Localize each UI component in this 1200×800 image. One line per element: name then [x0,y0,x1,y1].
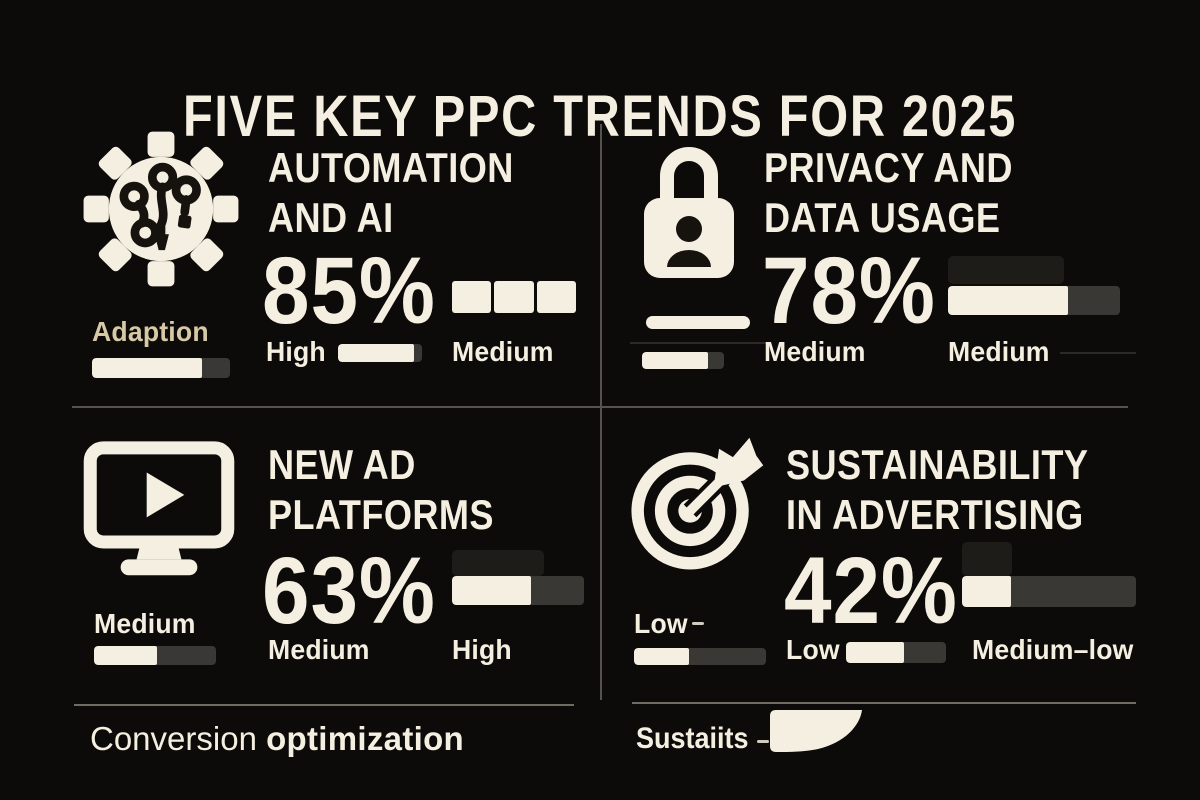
trend-card-sustainability: Low SUSTAINABILITY IN ADVERTISING 42% Lo… [600,408,1140,698]
rating-segment-bar [452,281,576,313]
bar-fill [846,642,904,663]
impact-label: Medium [764,336,866,367]
bar-fill [94,646,158,665]
trend-card-automation: Adaption AUTOMATION AND AI 85% High Medi… [60,120,600,408]
page-title: FIVE KEY PPC TRENDS FOR 2025 [182,83,1018,149]
bar-fill [92,358,203,378]
footer-word: Conversion [90,720,257,757]
bar-fill [634,648,690,665]
progress-bar [452,576,584,605]
ghost-bar [948,256,1064,284]
trend-title: AUTOMATION AND AI [268,144,514,242]
dash-artifact [692,622,704,625]
bar-fill [338,344,414,362]
progress-bar [338,344,422,362]
impact-label: High [266,336,326,367]
artifact-line [630,342,766,344]
secondary-label: Medium–low [972,634,1134,665]
impact-label: Low [786,634,840,665]
footer-divider-left [74,704,574,706]
progress-bar [94,646,216,665]
ghost-bar [452,550,544,576]
ghost-bar [962,542,1012,576]
footer-note-right: Sustaiits [636,722,749,755]
dash-artifact [757,740,769,743]
vertical-divider [600,124,602,700]
side-label: Adaption [92,316,209,347]
gear-circuit-icon [82,130,240,288]
side-label: Low [634,608,688,639]
progress-bar [634,648,766,665]
adoption-percent: 85% [262,238,436,344]
impact-label: Medium [268,634,370,665]
adoption-percent: 42% [784,538,958,644]
progress-bar [948,286,1120,315]
secondary-label: Medium [452,336,554,367]
video-monitor-icon [83,440,235,586]
progress-bar [846,642,946,663]
progress-bar [962,576,1136,607]
progress-bar [92,358,230,378]
bar-fill [962,576,1011,607]
trend-title: PRIVACY AND DATA USAGE [764,144,1013,242]
adoption-percent: 63% [262,538,436,644]
adoption-percent: 78% [762,238,936,344]
trend-title: NEW AD PLATFORMS [268,441,494,539]
bar-fill [948,286,1069,315]
footer-word: optimization [266,720,465,757]
secondary-label: High [452,634,512,665]
bar-fill [642,352,708,369]
progress-bar [642,352,724,369]
side-label: Medium [94,608,196,639]
footer-note-left: Conversion optimization [90,720,464,758]
footer-divider-right [632,702,1136,704]
bar-fill [452,576,532,605]
decor-line [646,316,750,329]
artifact-line [1060,352,1136,354]
target-arrow-icon [628,435,766,573]
page-curl-icon [770,710,862,754]
secondary-label: Medium [948,336,1050,367]
trend-card-platforms: Medium NEW AD PLATFORMS 63% Medium High [60,408,600,698]
padlock-user-icon [633,136,745,286]
trend-card-privacy: PRIVACY AND DATA USAGE 78% Medium Medium [600,120,1140,408]
trend-title: SUSTAINABILITY IN ADVERTISING [786,441,1089,539]
